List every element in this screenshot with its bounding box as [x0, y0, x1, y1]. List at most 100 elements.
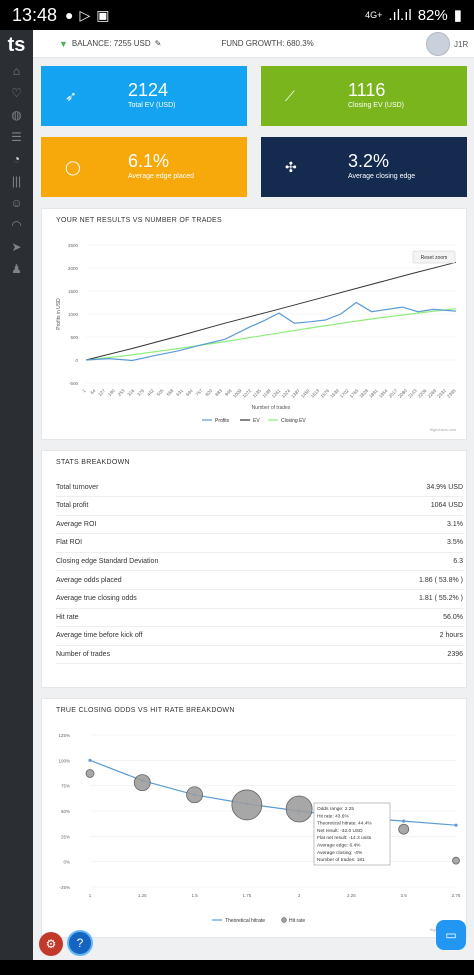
y-tick-label: 50% [61, 809, 70, 814]
y-tick-label: 0 [75, 358, 78, 363]
x-axis-label: Number of trades [252, 405, 291, 411]
gauge-icon[interactable]: ◠ [11, 218, 22, 232]
send-icon[interactable]: ➤ [11, 240, 22, 254]
logo[interactable]: ts [7, 33, 26, 56]
reset-zoom-button[interactable] [412, 250, 456, 264]
net-results-panel: YOUR NET RESULTS VS NUMBER OF TRADES 250… [41, 208, 467, 440]
stat-label: Flat ROI [56, 539, 83, 547]
pinwheel-icon: ✣ [285, 159, 297, 175]
gallery-icon: ▣ [96, 6, 110, 23]
x-tick-label: 253 [117, 388, 126, 397]
stat-label: Average odds placed [56, 576, 122, 584]
stat-label: Average time before kick off [56, 632, 143, 640]
tooltip-line: Average edge: 6.4% [317, 843, 361, 849]
tooltip-line: Theoretical hitrate: 44.4% [317, 821, 372, 827]
stat-value: 34.9% USD [426, 483, 463, 491]
help-button[interactable]: ? [67, 930, 93, 956]
wifi-icon: ▼ [59, 38, 68, 49]
avatar[interactable] [426, 32, 450, 56]
y-tick-label: 75% [61, 784, 70, 789]
stat-row: Hit rate 56.0% [56, 608, 463, 628]
card-label: Average edge placed [128, 173, 195, 180]
username[interactable]: J1R [454, 40, 469, 49]
stat-label: Total profit [56, 502, 89, 510]
status-bar: 13:48 ● ▷ ▣ 4G+ .ıl.ıl 82% ▮ [0, 0, 474, 30]
battery-label: 82% [417, 6, 448, 24]
stat-value: 1064 USD [430, 502, 463, 510]
x-tick-label: 2 [298, 893, 301, 898]
nav-bar [0, 960, 474, 975]
stat-value: 1.81 ( 55.2% ) [419, 595, 463, 603]
hit-rate-bubble [452, 856, 460, 865]
y-tick-label: 2000 [68, 266, 79, 271]
stat-value: 2 hours [439, 632, 463, 640]
y-axis-label: Profits in USD [56, 298, 62, 330]
stat-label: Closing edge Standard Deviation [56, 557, 159, 565]
x-tick-label: 1135 [252, 388, 263, 399]
heart-icon[interactable]: ♡ [11, 86, 22, 100]
x-tick-label: 820 [204, 388, 213, 397]
stat-row: Average time before kick off 2 hours [56, 627, 463, 646]
users-icon[interactable]: ☺ [10, 196, 23, 210]
user-icon[interactable]: ♟ [11, 262, 22, 276]
y-tick-label: 125% [58, 733, 70, 738]
hit-rate-bubble [231, 789, 263, 821]
stat-value: 3.1% [447, 520, 463, 528]
fund-growth-label: FUND GROWTH: 680.3% [221, 39, 314, 48]
chat-button[interactable]: ▭ [436, 920, 466, 950]
pie-icon[interactable]: ◔ [12, 152, 21, 166]
x-tick-label: 442 [146, 388, 155, 397]
y-tick-label: -500 [69, 381, 79, 386]
edit-icon[interactable]: ✎ [154, 39, 162, 48]
credit-label: Highcharts.com [430, 428, 456, 432]
main-content: ➶ 2124 Total EV (USD) ⟋ 1116 Closing EV … [33, 58, 474, 960]
stat-label: Number of trades [56, 650, 111, 658]
x-tick-label: 1009 [232, 388, 243, 399]
y-tick-label: 1500 [68, 289, 79, 294]
stat-value: 2396 [447, 650, 463, 658]
x-tick-label: 1 [81, 388, 87, 394]
x-tick-label: 2.25 [347, 893, 356, 898]
x-tick-label: 64 [89, 388, 96, 395]
x-tick-label: 2.5 [401, 893, 408, 898]
globe-icon[interactable]: ◍ [11, 108, 22, 122]
x-tick-label: 1072 [242, 388, 253, 399]
stat-row: Total profit 1064 USD [56, 497, 463, 516]
card-value: 2124 [128, 80, 169, 100]
chart-icon: ⟋ [285, 88, 295, 104]
sidebar: ts ⌂ ♡ ◍ ☰ ◔ ||| ☺ ◠ ➤ ♟ [0, 30, 33, 960]
y-tick-label: -25% [59, 885, 70, 890]
stat-label: Average ROI [56, 520, 97, 528]
card-value: 1116 [348, 80, 386, 100]
x-tick-label: 316 [127, 388, 136, 397]
legend-swatch [281, 917, 287, 923]
play-icon: ▷ [79, 6, 91, 23]
x-tick-label: 694 [185, 388, 194, 397]
tooltip-line: Flat net result: -14.3 units [317, 835, 372, 841]
list-icon[interactable]: ☰ [11, 130, 22, 144]
y-tick-label: 100% [58, 758, 70, 763]
settings-button[interactable]: ⚙ [39, 932, 63, 956]
stat-row: Number of trades 2396 [56, 645, 463, 665]
x-tick-label: 946 [224, 388, 233, 397]
stats-panel: STATS BREAKDOWN Total turnover 34.9% USD T… [41, 450, 467, 688]
stat-label: Hit rate [56, 613, 79, 621]
odds-hitrate-chart[interactable]: 125% 100% 75% 50% 25% 0% -25% 1 1.25 1.5 1.75 2 2.25… [42, 699, 468, 939]
hit-rate-bubble [186, 786, 203, 804]
stat-row: Total turnover 34.9% USD [56, 478, 463, 497]
stat-label: Average true closing odds [56, 595, 137, 603]
home-icon[interactable]: ⌂ [12, 64, 21, 78]
panel-title: STATS BREAKDOWN [56, 459, 130, 466]
x-tick-label: 1387 [290, 388, 301, 399]
x-tick-label: 1261 [271, 388, 282, 399]
x-tick-label: 1954 [378, 388, 389, 399]
status-time: 13:48 [12, 4, 58, 25]
x-tick-label: 2269 [427, 388, 438, 399]
stat-row: Flat ROI 3.5% [56, 534, 463, 553]
x-tick-label: 883 [214, 388, 223, 397]
hit-rate-bubble [398, 823, 410, 835]
x-tick-label: 1 [89, 893, 92, 898]
x-tick-label: 127 [97, 388, 106, 397]
bars-icon[interactable]: ||| [11, 174, 22, 188]
